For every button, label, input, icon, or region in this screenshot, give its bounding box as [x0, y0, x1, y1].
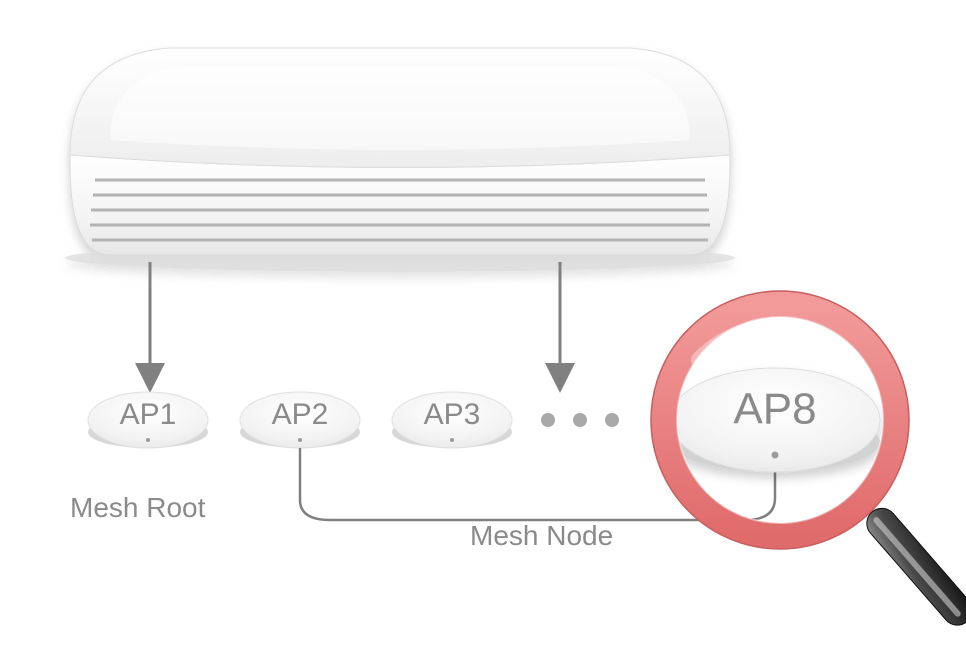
- mesh-diagram: AP1 AP2 AP3 AP8: [0, 0, 966, 650]
- ap3-label: AP3: [424, 398, 481, 431]
- ellipsis-dots: [541, 413, 619, 427]
- router-device: [65, 48, 735, 272]
- diagram-stage: AP1 AP2 AP3 AP8: [0, 0, 966, 650]
- mesh-root-label: Mesh Root: [70, 492, 206, 523]
- ap2-node: AP2: [240, 392, 360, 448]
- ap8-label: AP8: [733, 385, 816, 434]
- ap1-node: AP1: [88, 392, 208, 448]
- ap2-label: AP2: [272, 398, 329, 431]
- mesh-node-label: Mesh Node: [470, 520, 613, 551]
- ap3-node: AP3: [392, 392, 512, 448]
- ap1-label: AP1: [120, 398, 177, 431]
- ap8-node: AP8: [670, 368, 880, 472]
